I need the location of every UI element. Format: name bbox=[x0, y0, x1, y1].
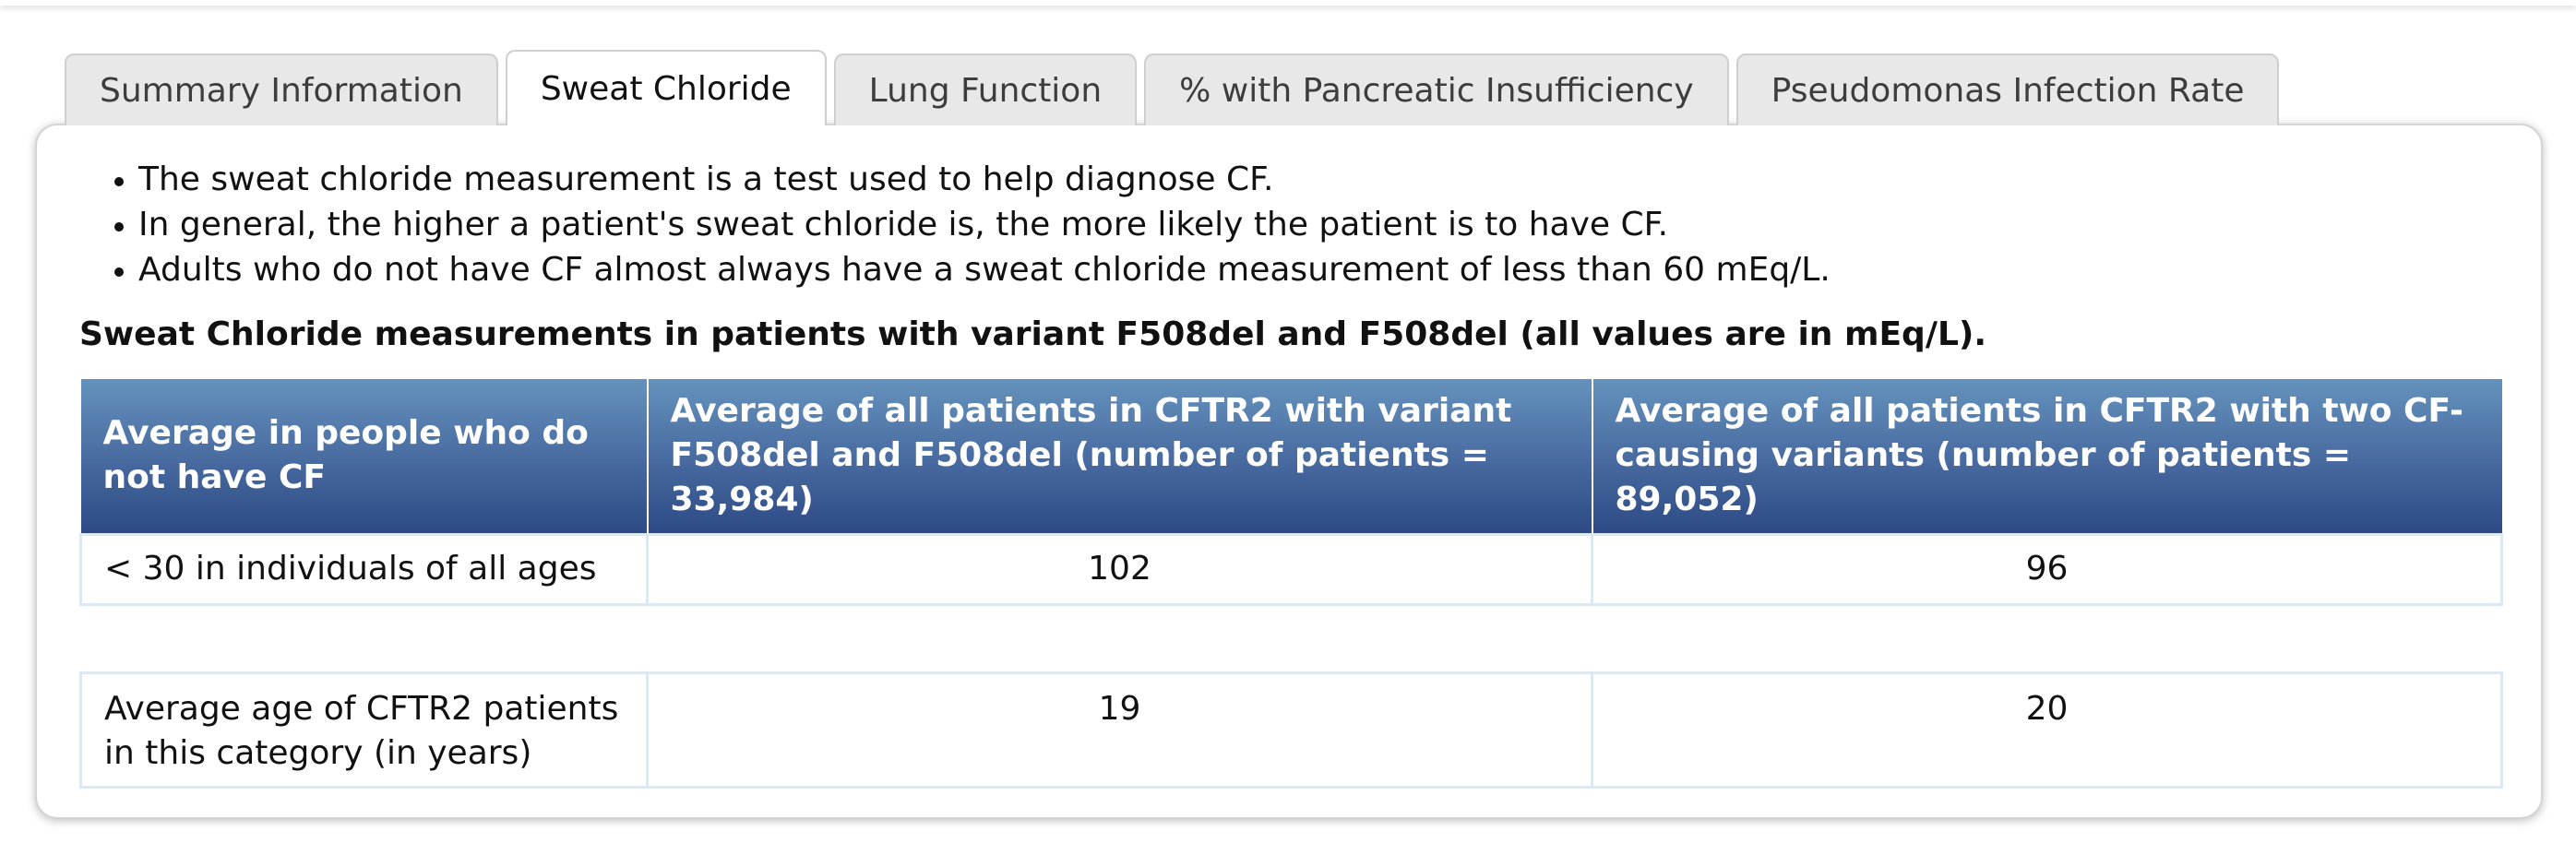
bullet-item: In general, the higher a patient's sweat… bbox=[114, 202, 1831, 247]
table-cell: 20 bbox=[1591, 671, 2503, 789]
table-row: < 30 in individuals of all ages 102 96 bbox=[79, 532, 2503, 606]
tab-pseudomonas-infection-rate[interactable]: Pseudomonas Infection Rate bbox=[1735, 53, 2280, 125]
column-header: Average of all patients in CFTR2 with tw… bbox=[1592, 379, 2502, 534]
table-cell: 102 bbox=[646, 532, 1593, 606]
table-cell: 19 bbox=[646, 671, 1593, 789]
table-cell: < 30 in individuals of all ages bbox=[79, 532, 649, 606]
bullet-item: The sweat chloride measurement is a test… bbox=[114, 157, 1831, 202]
table-cell: Average age of CFTR2 patients in this ca… bbox=[79, 671, 649, 789]
tab-sweat-chloride[interactable]: Sweat Chloride bbox=[505, 50, 827, 125]
tab-lung-function[interactable]: Lung Function bbox=[833, 53, 1138, 125]
info-bullet-list: The sweat chloride measurement is a test… bbox=[114, 157, 1831, 292]
column-header: Average in people who do not have CF bbox=[80, 379, 649, 534]
table-cell: 96 bbox=[1591, 532, 2503, 606]
section-heading: Sweat Chloride measurements in patients … bbox=[79, 315, 1987, 353]
top-divider bbox=[0, 0, 2576, 6]
bullet-item: Adults who do not have CF almost always … bbox=[114, 247, 1831, 292]
tab-bar: Summary Information Sweat Chloride Lung … bbox=[65, 50, 2280, 125]
column-header: Average of all patients in CFTR2 with va… bbox=[647, 379, 1593, 534]
sweat-chloride-table: Average in people who do not have CF Ave… bbox=[79, 379, 2503, 789]
table-row: Average age of CFTR2 patients in this ca… bbox=[79, 671, 2503, 789]
tab-pancreatic-insufficiency[interactable]: % with Pancreatic Insufficiency bbox=[1144, 53, 1729, 125]
table-spacer-row bbox=[81, 604, 2502, 672]
spacer-cell bbox=[81, 604, 2502, 672]
tab-summary-information[interactable]: Summary Information bbox=[65, 53, 498, 125]
table-header-row: Average in people who do not have CF Ave… bbox=[80, 379, 2502, 534]
